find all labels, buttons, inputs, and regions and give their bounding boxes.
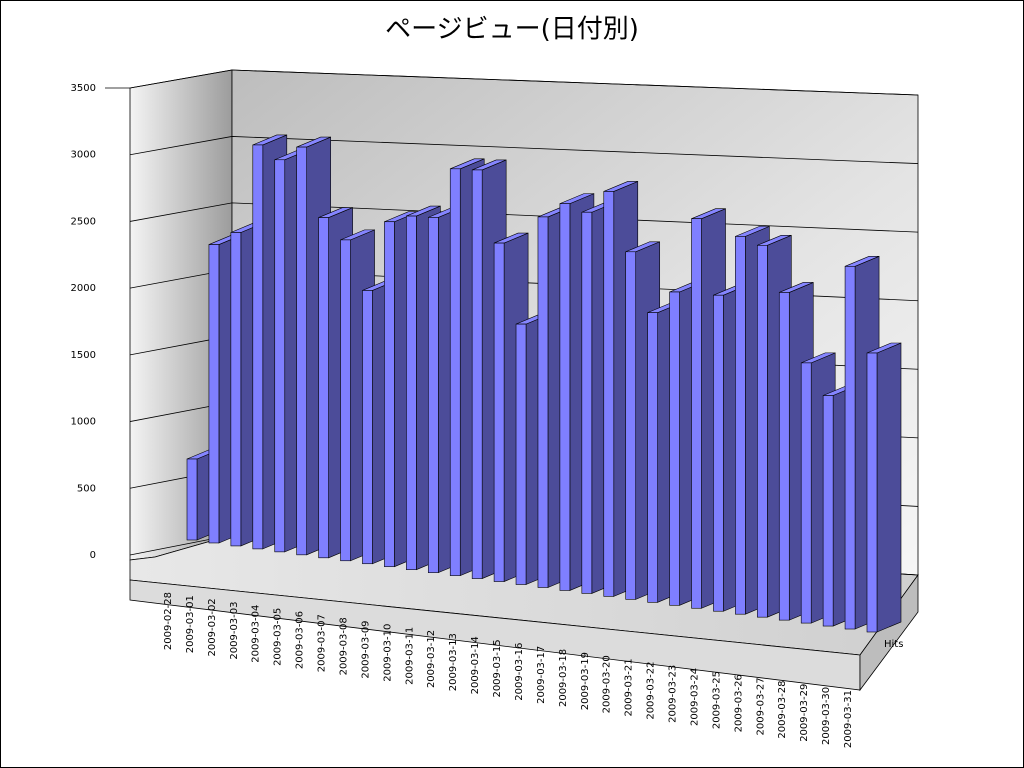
x-tick-label: 2009-03-07 bbox=[317, 614, 328, 672]
x-tick-label: 2009-03-14 bbox=[470, 636, 481, 694]
x-tick-label: 2009-03-19 bbox=[580, 652, 591, 710]
y-tick-label: 3000 bbox=[71, 150, 96, 161]
bar-front bbox=[735, 236, 746, 615]
x-tick-label: 2009-03-24 bbox=[689, 668, 700, 726]
bar-front bbox=[647, 312, 658, 603]
bar-front bbox=[274, 159, 286, 553]
x-tick-label: 2009-03-23 bbox=[668, 665, 679, 723]
bar-front bbox=[669, 291, 680, 606]
bar-front bbox=[296, 146, 307, 556]
bar-front bbox=[318, 217, 329, 559]
chart-title: ページビュー(日付別) bbox=[385, 15, 639, 45]
x-tick-label: 2009-03-03 bbox=[229, 601, 240, 659]
x-tick-label: 2009-03-02 bbox=[207, 598, 218, 656]
x-tick-label: 2009-03-09 bbox=[360, 620, 371, 678]
x-tick-label: 2009-03-13 bbox=[448, 633, 459, 691]
x-tick-label: 2009-03-28 bbox=[777, 681, 788, 739]
bar-front bbox=[384, 221, 395, 568]
grid-line bbox=[129, 69, 919, 96]
x-tick-label: 2009-03-15 bbox=[492, 639, 503, 697]
bar-front bbox=[252, 144, 264, 550]
bar-front bbox=[493, 242, 505, 582]
bar-front bbox=[757, 245, 768, 618]
bar-front bbox=[362, 290, 373, 565]
bar-front bbox=[471, 169, 483, 579]
bar-front bbox=[778, 292, 790, 621]
bar-front bbox=[844, 265, 856, 630]
x-tick-label: 2009-03-26 bbox=[733, 674, 744, 732]
x-tick-label: 2009-03-21 bbox=[624, 658, 635, 716]
x-tick-label: 2009-03-12 bbox=[426, 630, 437, 688]
bar-front bbox=[713, 294, 724, 612]
x-tick-label: 2009-02-28 bbox=[163, 592, 174, 650]
bar-front bbox=[340, 239, 351, 562]
x-tick-label: 2009-03-10 bbox=[382, 624, 393, 682]
x-tick-label: 2009-03-08 bbox=[338, 617, 349, 675]
bar-front bbox=[822, 395, 834, 627]
bar-front bbox=[537, 216, 549, 588]
bar-front bbox=[515, 323, 527, 585]
x-tick-label: 2009-03-04 bbox=[251, 605, 262, 663]
x-tick-label: 2009-03-05 bbox=[273, 608, 284, 666]
bar-side bbox=[876, 342, 902, 633]
bar-front bbox=[691, 218, 702, 609]
bar-front bbox=[800, 362, 812, 624]
bar-front bbox=[559, 203, 571, 591]
y-tick-label: 1000 bbox=[71, 417, 96, 428]
grid-line bbox=[129, 202, 919, 233]
y-tick-label: 1500 bbox=[71, 350, 96, 361]
x-tick-label: 2009-03-22 bbox=[646, 662, 657, 720]
y-tick-label: 2000 bbox=[71, 283, 96, 294]
x-tick-label: 2009-03-16 bbox=[514, 643, 525, 701]
grid-line bbox=[129, 136, 919, 164]
x-tick-label: 2009-03-25 bbox=[711, 671, 722, 729]
x-tick-label: 2009-03-06 bbox=[295, 611, 306, 669]
x-tick-label: 2009-03-29 bbox=[799, 684, 810, 742]
bar-front bbox=[625, 251, 637, 600]
x-tick-label: 2009-03-27 bbox=[755, 677, 766, 735]
x-tick-label: 2009-03-17 bbox=[536, 646, 547, 704]
x-tick-label: 2009-03-11 bbox=[404, 627, 415, 685]
y-tick-label: 500 bbox=[77, 483, 96, 494]
bar-front bbox=[186, 458, 198, 541]
y-tick-label: 3500 bbox=[71, 83, 96, 94]
bar-front bbox=[406, 215, 417, 570]
x-tick-label: 2009-03-31 bbox=[843, 690, 854, 748]
labels: 0 500 1000 1500 2000 2500 3000 3500 2009-02-28 20… bbox=[71, 83, 904, 748]
y-tick-label: 2500 bbox=[71, 216, 96, 227]
bar-front bbox=[208, 244, 220, 544]
x-tick-label: 2009-03-01 bbox=[185, 595, 196, 653]
bar-front bbox=[230, 232, 242, 547]
bars bbox=[186, 134, 902, 633]
y-tick-label: 0 bbox=[90, 550, 96, 561]
x-tick-label: 2009-03-30 bbox=[821, 687, 832, 745]
bar-front bbox=[603, 191, 615, 597]
x-tick-label: 2009-03-18 bbox=[558, 649, 569, 707]
bar-front bbox=[449, 168, 461, 576]
bar-front bbox=[427, 217, 439, 573]
bar bbox=[866, 342, 902, 633]
x-tick-label: 2009-03-20 bbox=[602, 655, 613, 713]
bar-front bbox=[581, 211, 593, 594]
series-label: Hits bbox=[884, 639, 903, 650]
bar-front bbox=[866, 352, 878, 633]
